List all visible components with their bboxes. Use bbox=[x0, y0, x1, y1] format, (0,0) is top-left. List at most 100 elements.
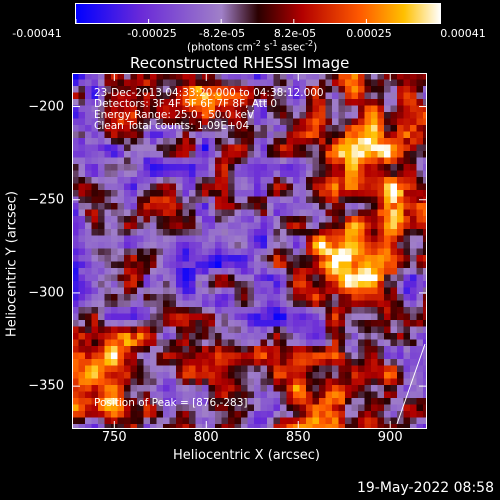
heatmap-cell bbox=[345, 359, 353, 367]
heatmap-cell bbox=[299, 131, 307, 139]
heatmap-cell bbox=[189, 255, 197, 263]
heatmap-cell bbox=[241, 385, 249, 393]
heatmap-cell bbox=[91, 391, 99, 399]
heatmap-cell bbox=[176, 378, 184, 386]
heatmap-cell bbox=[390, 138, 398, 146]
heatmap-cell bbox=[137, 352, 145, 360]
heatmap-cell bbox=[130, 385, 138, 393]
heatmap-cell bbox=[143, 209, 151, 217]
heatmap-cell bbox=[247, 307, 255, 315]
heatmap-cell bbox=[156, 352, 164, 360]
heatmap-cell bbox=[384, 365, 392, 373]
heatmap-cell bbox=[332, 411, 340, 419]
heatmap-cell bbox=[195, 255, 203, 263]
heatmap-cell bbox=[319, 287, 327, 295]
heatmap-cell bbox=[338, 118, 346, 126]
heatmap-cell bbox=[273, 404, 281, 412]
heatmap-cell bbox=[247, 391, 255, 399]
heatmap-cell bbox=[78, 170, 86, 178]
heatmap-cell bbox=[182, 248, 190, 256]
heatmap-cell bbox=[351, 365, 359, 373]
heatmap-cell bbox=[358, 177, 366, 185]
heatmap-cell bbox=[423, 378, 427, 386]
heatmap-cell bbox=[150, 99, 158, 107]
heatmap-cell bbox=[325, 138, 333, 146]
heatmap-cell bbox=[390, 398, 398, 406]
heatmap-cell bbox=[137, 398, 145, 406]
heatmap-cell bbox=[228, 320, 236, 328]
heatmap-cell bbox=[156, 378, 164, 386]
heatmap-cell bbox=[163, 268, 171, 276]
heatmap-cell bbox=[390, 372, 398, 380]
heatmap-cell bbox=[293, 248, 301, 256]
heatmap-cell bbox=[228, 177, 236, 185]
heatmap-cell bbox=[267, 307, 275, 315]
heatmap-cell bbox=[137, 287, 145, 295]
heatmap-cell bbox=[91, 339, 99, 347]
heatmap-cell bbox=[280, 287, 288, 295]
heatmap-cell bbox=[410, 209, 418, 217]
heatmap-cell bbox=[72, 391, 80, 399]
heatmap-cell bbox=[299, 333, 307, 341]
heatmap-cell bbox=[202, 131, 210, 139]
heatmap-cell bbox=[351, 261, 359, 269]
heatmap-cell bbox=[293, 209, 301, 217]
heatmap-cell bbox=[195, 203, 203, 211]
heatmap-cell bbox=[176, 417, 184, 425]
heatmap-cell bbox=[91, 346, 99, 354]
heatmap-cell bbox=[150, 79, 158, 87]
heatmap-cell bbox=[397, 203, 405, 211]
heatmap-cell bbox=[182, 138, 190, 146]
heatmap-cell bbox=[202, 307, 210, 315]
heatmap-cell bbox=[130, 73, 138, 81]
heatmap-cell bbox=[423, 326, 427, 334]
heatmap-cell bbox=[280, 294, 288, 302]
heatmap-cell bbox=[273, 248, 281, 256]
heatmap-cell bbox=[208, 242, 216, 250]
heatmap-cell bbox=[241, 164, 249, 172]
heatmap-cell bbox=[267, 352, 275, 360]
heatmap-cell bbox=[377, 268, 385, 276]
heatmap-cell bbox=[130, 196, 138, 204]
heatmap-cell bbox=[85, 287, 93, 295]
heatmap-cell bbox=[345, 125, 353, 133]
heatmap-cell bbox=[273, 359, 281, 367]
heatmap-cell bbox=[208, 391, 216, 399]
heatmap-cell bbox=[423, 131, 427, 139]
heatmap-cell bbox=[241, 92, 249, 100]
heatmap-cell bbox=[410, 131, 418, 139]
heatmap-cell bbox=[306, 170, 314, 178]
heatmap-cell bbox=[423, 99, 427, 107]
heatmap-cell bbox=[215, 372, 223, 380]
heatmap-cell bbox=[403, 222, 411, 230]
heatmap-cell bbox=[364, 398, 372, 406]
heatmap-cell bbox=[85, 79, 93, 87]
heatmap-cell bbox=[345, 287, 353, 295]
heatmap-cell bbox=[416, 411, 424, 419]
heatmap-cell bbox=[111, 359, 119, 367]
heatmap-cell bbox=[273, 391, 281, 399]
heatmap-cell bbox=[78, 177, 86, 185]
heatmap-cell bbox=[124, 313, 132, 321]
heatmap-cell bbox=[182, 222, 190, 230]
heatmap-cell bbox=[234, 196, 242, 204]
heatmap-cell bbox=[410, 404, 418, 412]
heatmap-cell bbox=[208, 352, 216, 360]
heatmap-cell bbox=[371, 417, 379, 425]
heatmap-cell bbox=[351, 222, 359, 230]
heatmap-cell bbox=[124, 417, 132, 425]
colorbar-tick: -0.00025 bbox=[127, 27, 177, 40]
heatmap-cell bbox=[410, 320, 418, 328]
heatmap-cell bbox=[137, 151, 145, 159]
heatmap-cell bbox=[78, 261, 86, 269]
heatmap-cell bbox=[254, 313, 262, 321]
heatmap-cell bbox=[169, 352, 177, 360]
heatmap-cell bbox=[384, 203, 392, 211]
heatmap-cell bbox=[390, 339, 398, 347]
heatmap-cell bbox=[312, 365, 320, 373]
heatmap-cell bbox=[124, 424, 132, 429]
heatmap-cell bbox=[345, 411, 353, 419]
heatmap-cell bbox=[410, 378, 418, 386]
heatmap-cell bbox=[377, 164, 385, 172]
heatmap-cell bbox=[397, 131, 405, 139]
